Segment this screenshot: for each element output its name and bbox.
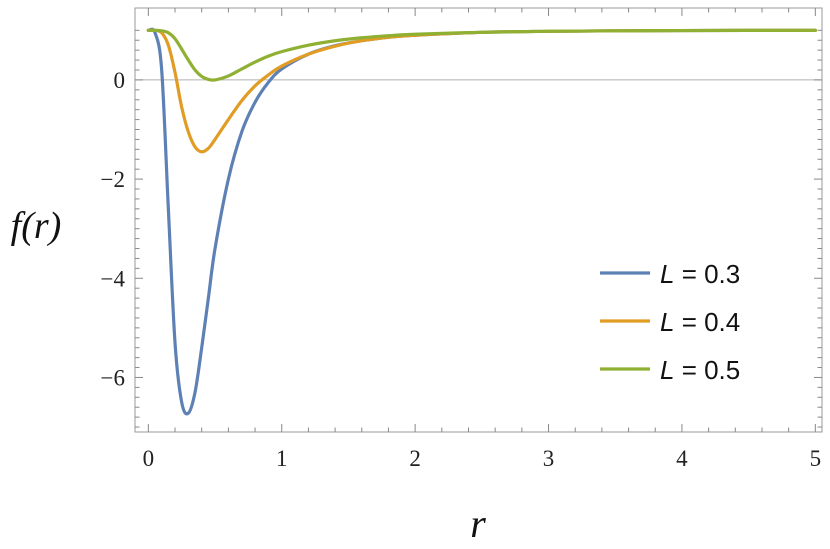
- x-tick-label: 3: [543, 446, 555, 471]
- series-line-3: [146, 28, 817, 82]
- series-lines: [146, 27, 817, 416]
- legend-label-1: L = 0.3: [660, 259, 740, 289]
- legend-label-3: L = 0.5: [660, 355, 740, 385]
- series-line-2: [146, 28, 817, 154]
- y-tick-label: −2: [101, 167, 125, 192]
- x-tick-label: 4: [676, 446, 688, 471]
- x-tick-label: 2: [409, 446, 421, 471]
- y-tick-label: −4: [101, 266, 126, 291]
- x-tick-label: 1: [276, 446, 288, 471]
- legend: L = 0.3 L = 0.4 L = 0.5: [600, 259, 740, 385]
- x-tick-label: 5: [810, 446, 822, 471]
- x-axis-label: r: [470, 501, 486, 546]
- axis-ticks: [135, 8, 822, 432]
- plot-frame: [134, 7, 823, 433]
- legend-label-2: L = 0.4: [660, 307, 740, 337]
- x-tick-label: 0: [143, 446, 155, 471]
- tick-labels: 0 1 2 3 4 5 0 −2 −4 −6: [101, 68, 822, 471]
- y-tick-label: −6: [101, 365, 125, 390]
- y-tick-label: 0: [114, 68, 126, 93]
- y-axis-label: f(r): [11, 205, 62, 247]
